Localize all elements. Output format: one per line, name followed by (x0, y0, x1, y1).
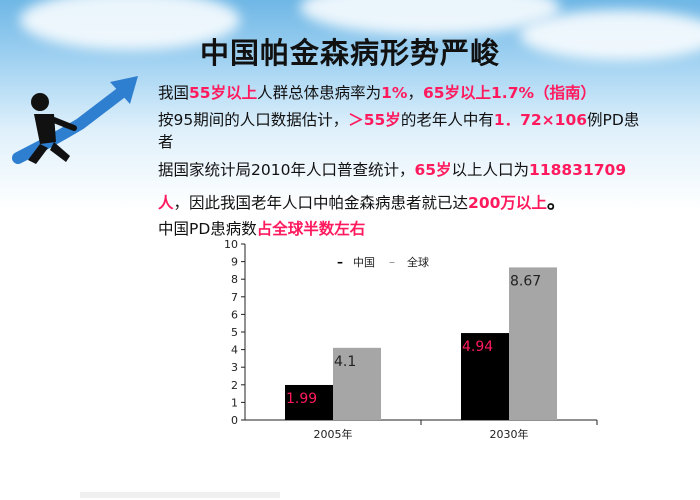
y-tick-label: 8 (231, 273, 238, 286)
y-tick-label: 1 (231, 396, 238, 409)
y-tick-label: 5 (231, 326, 238, 339)
x-tick-label: 2005年 (314, 427, 353, 441)
y-tick-label: 2 (231, 379, 238, 392)
bar-全球 (509, 267, 557, 420)
cloud (20, 0, 240, 50)
bar-全球 (333, 347, 381, 420)
bullet-text: 按95期间的人口数据估计，＞55岁的老年人中有1．72×106例PD患 (158, 111, 640, 129)
y-tick-label: 9 (231, 256, 238, 269)
bullet-text: 据国家统计局2010年人口普查统计，65岁以上人口为118831709 (158, 161, 627, 179)
y-tick-label: 7 (231, 291, 238, 304)
data-label: 4.1 (334, 354, 356, 370)
data-label: 1.99 (286, 391, 317, 407)
legend-swatch-global: – (389, 255, 395, 269)
cloud (520, 10, 700, 60)
y-tick-label: 0 (231, 414, 238, 427)
legend-label-china: 中国 (353, 256, 375, 269)
y-tick-label: 3 (231, 361, 238, 374)
data-label: 4.94 (462, 339, 493, 355)
bullet-text: 中国PD患病数占全球半数左右 (158, 220, 366, 238)
legend-swatch-china: – (337, 255, 343, 269)
y-tick-label: 6 (231, 308, 238, 321)
bar-中国 (461, 333, 509, 420)
x-tick-label: 2030年 (490, 427, 529, 441)
faint-footer-text (80, 492, 280, 498)
running-man-arrow-icon (12, 76, 138, 164)
y-tick-label: 4 (231, 344, 238, 357)
y-tick-label: 10 (224, 238, 238, 251)
legend-label-global: 全球 (407, 255, 429, 269)
bullet-text: 我国55岁以上人群总体患病率为1%，65岁以上1.7%（指南） (158, 84, 597, 102)
page-title: 中国帕金森病形势严峻 (199, 36, 500, 70)
data-label: 8.67 (510, 273, 541, 289)
bar-中国 (285, 384, 333, 420)
